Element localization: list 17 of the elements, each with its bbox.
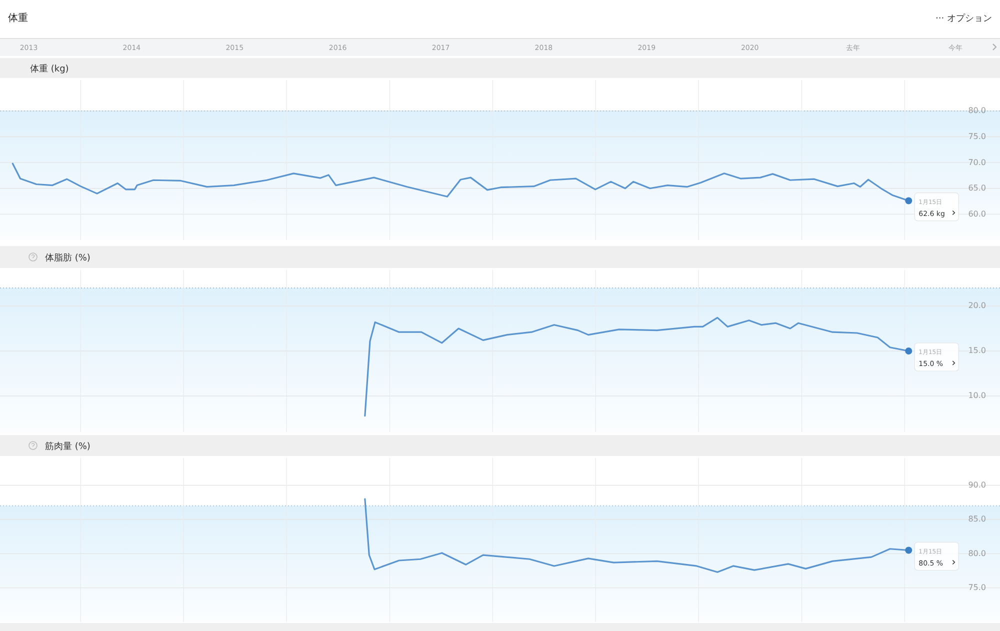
y-tick-label: 80.0 [968, 106, 986, 116]
y-axis-title: 体脂肪 (%) [45, 252, 90, 264]
y-tick-label: 20.0 [968, 301, 986, 310]
y-axis-title: 体重 (kg) [30, 64, 69, 74]
y-tick-label: 65.0 [968, 184, 986, 193]
y-axis-title: 筋肉量 (%) [45, 441, 90, 452]
y-tick-label: 90.0 [968, 480, 986, 490]
y-tick-label: 85.0 [968, 514, 986, 524]
text: ··· オプション [936, 13, 992, 24]
y-tick-label: 75.0 [968, 583, 986, 592]
y-tick-label: 75.0 [968, 132, 986, 141]
chart-title: 体重 [8, 12, 28, 24]
y-tick-label: 60.0 [968, 209, 986, 218]
y-tick-label: 15.0 [968, 346, 986, 356]
y-tick-label: 80.0 [968, 548, 986, 558]
y-tick-label: 10.0 [968, 391, 986, 400]
y-tick-label: 70.0 [968, 158, 986, 167]
